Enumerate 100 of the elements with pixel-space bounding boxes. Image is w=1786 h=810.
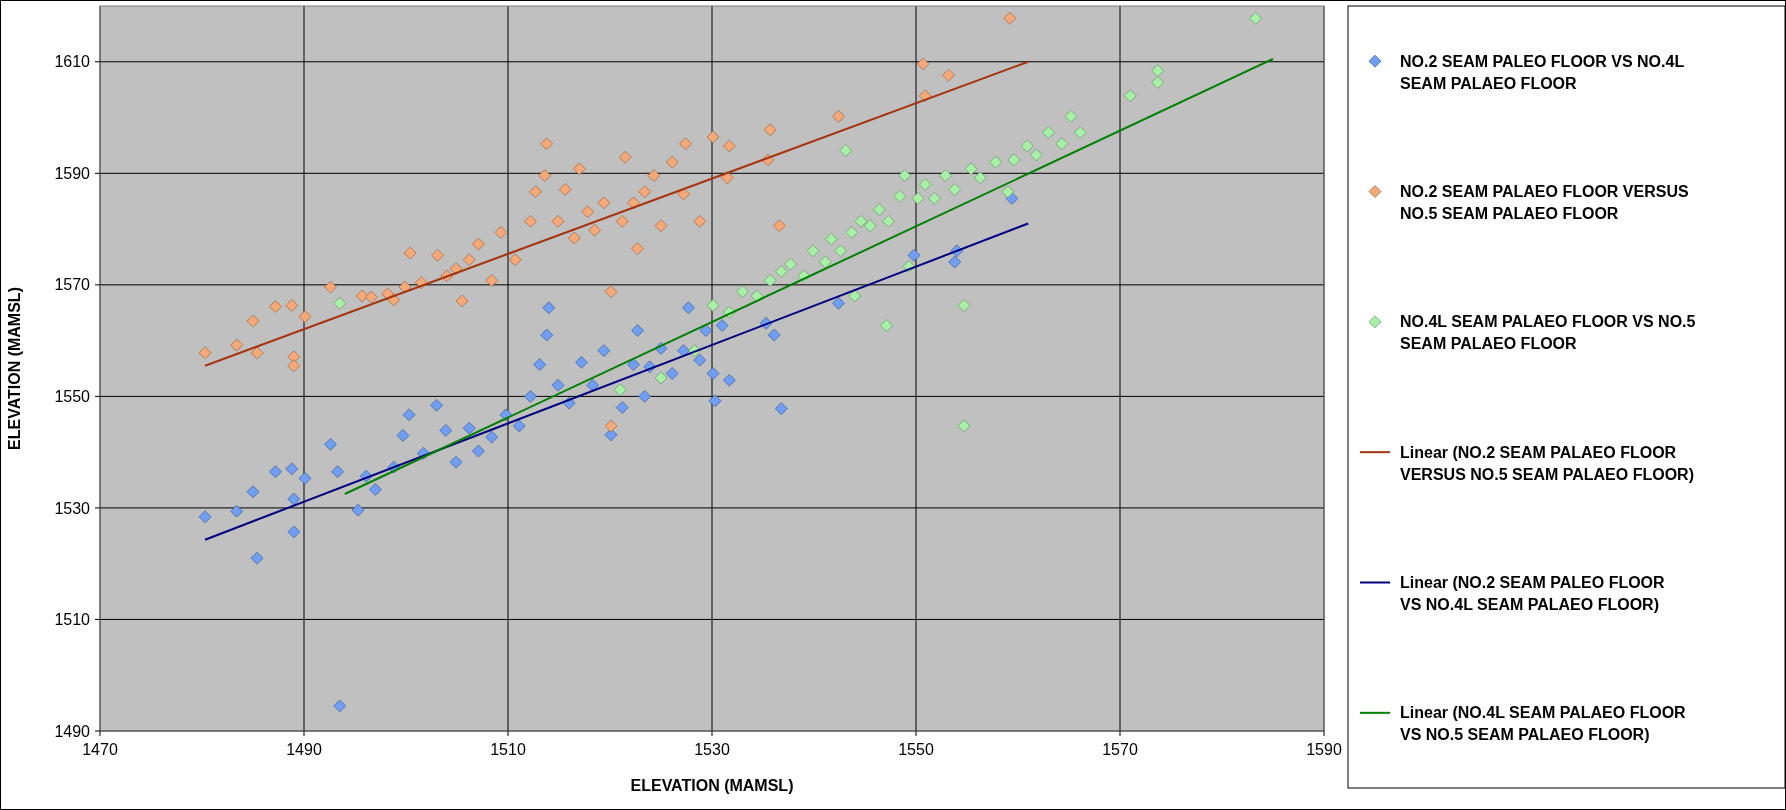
point — [907, 248, 921, 262]
point — [333, 699, 347, 713]
point — [845, 226, 859, 239]
point — [542, 301, 556, 315]
point — [575, 355, 588, 369]
legend-label: Linear (NO.4L SEAM PALAEO FLOOR VS NO.5 SEAM PALAEO FLOOR) — [1400, 704, 1687, 744]
x-tick-label: 1490 — [286, 741, 322, 758]
point — [396, 429, 410, 442]
legend-label: NO.2 SEAM PALAEO FLOOR VERSUS NO.5 SEAM PALAEO FLOOR — [1400, 183, 1689, 223]
point — [1042, 126, 1055, 139]
point — [540, 328, 554, 342]
point — [1151, 76, 1165, 89]
point — [615, 401, 629, 414]
point — [269, 465, 282, 479]
point — [1249, 11, 1263, 25]
point — [939, 169, 952, 182]
point — [973, 171, 987, 185]
point — [512, 419, 526, 433]
point — [911, 192, 925, 205]
point — [677, 344, 690, 358]
x-tick-label: 1590 — [1306, 741, 1342, 758]
point — [1123, 89, 1137, 103]
point — [927, 192, 941, 205]
y-tick-label: 1530 — [54, 499, 91, 517]
point — [834, 244, 847, 258]
point — [586, 378, 600, 392]
y-tick-label: 1510 — [54, 611, 91, 629]
y-tick-label: 1570 — [54, 276, 91, 294]
point — [402, 408, 416, 422]
point — [351, 503, 365, 517]
legend-label: NO.4L SEAM PALAEO FLOOR VS NO.5 SEAM PALAEO FLOOR — [1400, 313, 1696, 353]
point — [824, 232, 838, 246]
point — [1073, 126, 1087, 139]
y-tick-label: 1610 — [54, 53, 91, 71]
point — [948, 255, 962, 269]
point — [1007, 153, 1021, 167]
point — [627, 358, 640, 371]
point — [918, 178, 932, 191]
point — [806, 244, 820, 258]
point — [198, 510, 212, 524]
legend-label: Linear (NO.2 SEAM PALAEO FLOOR VERSUS NO.5 SEAM PALAEO FLOOR) — [1400, 443, 1694, 483]
y-axis-title: ELEVATION (MAMSL) — [6, 287, 23, 450]
point — [604, 428, 618, 442]
point — [246, 485, 260, 499]
x-tick-label: 1510 — [490, 741, 526, 758]
x-tick-label: 1550 — [898, 741, 934, 758]
y-tick-label: 1490 — [54, 722, 91, 740]
y-tick-label: 1590 — [54, 164, 91, 182]
x-tick-label: 1530 — [694, 741, 730, 758]
point — [369, 483, 382, 496]
point — [693, 353, 707, 367]
point — [597, 344, 611, 358]
y-tick-label: 1550 — [54, 387, 91, 405]
point — [654, 371, 668, 385]
point — [285, 462, 299, 476]
point — [298, 471, 312, 485]
point — [715, 319, 729, 332]
point — [250, 551, 264, 565]
point — [449, 455, 463, 469]
point — [750, 289, 764, 303]
point — [784, 257, 797, 271]
point — [832, 296, 845, 310]
point — [839, 144, 853, 157]
point — [485, 430, 499, 444]
point — [872, 203, 886, 216]
point — [1029, 148, 1043, 162]
point — [818, 255, 832, 269]
x-tick-label: 1470 — [82, 741, 118, 758]
point — [1020, 139, 1034, 153]
point — [533, 358, 547, 371]
point — [957, 299, 971, 312]
point — [736, 285, 749, 298]
legend-label: Linear (NO.2 SEAM PALEO FLOOR VS NO.4L SEAM PALAEO FLOOR) — [1400, 574, 1666, 614]
point — [893, 189, 907, 203]
point — [230, 504, 244, 518]
point — [706, 299, 720, 312]
point — [333, 296, 347, 310]
point — [774, 265, 788, 278]
point — [287, 525, 301, 539]
point — [551, 378, 565, 392]
point — [524, 389, 537, 403]
point — [682, 301, 695, 315]
point — [439, 424, 453, 437]
point — [957, 419, 971, 433]
x-tick-label: 1570 — [1102, 741, 1138, 758]
point — [880, 319, 893, 332]
point — [763, 273, 777, 287]
point — [854, 214, 868, 228]
point — [1064, 110, 1078, 123]
point — [613, 383, 627, 397]
point — [948, 183, 962, 196]
point — [882, 214, 895, 228]
point — [665, 367, 679, 380]
point — [989, 155, 1002, 169]
point — [430, 398, 443, 412]
point — [331, 465, 345, 479]
point — [324, 437, 337, 451]
point — [863, 219, 877, 233]
point — [774, 402, 788, 416]
point — [1055, 137, 1069, 151]
